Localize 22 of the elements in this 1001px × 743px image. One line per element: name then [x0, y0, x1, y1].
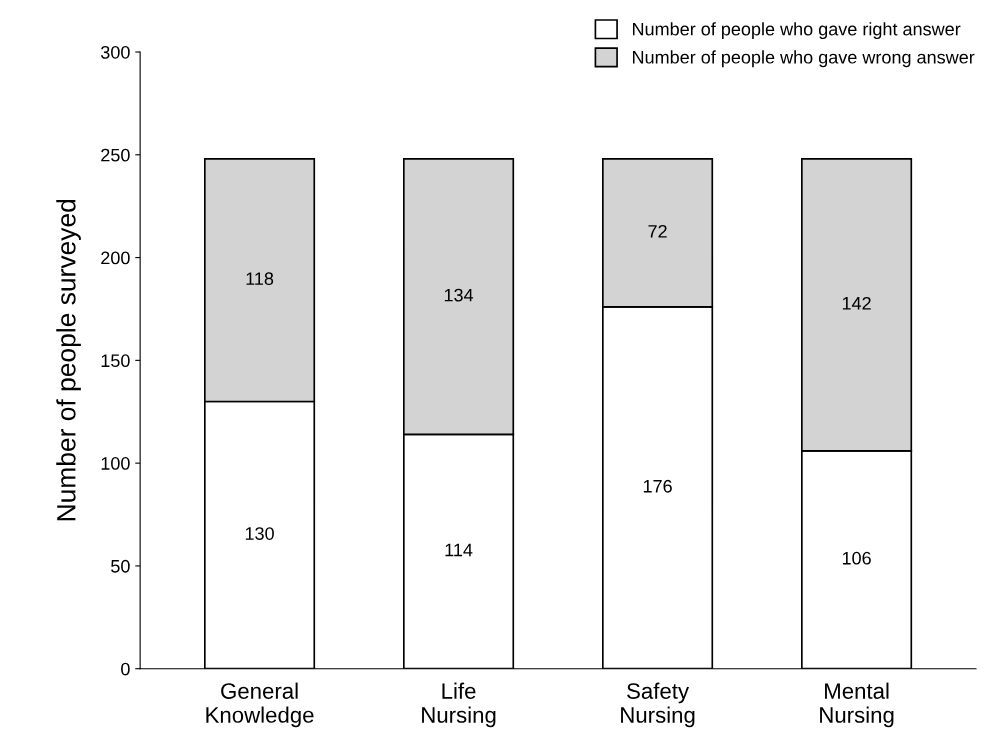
legend-label: Number of people who gave wrong answer	[633, 50, 975, 68]
data-label: 106	[842, 551, 871, 565]
data-label: 142	[842, 296, 871, 310]
data-label: 176	[643, 479, 672, 493]
legend-label: Number of people who gave right answer	[633, 22, 961, 40]
data-label: 118	[246, 272, 274, 286]
y-tick-label: 150	[101, 354, 130, 368]
data-label: 134	[444, 288, 474, 302]
y-tick-label: 0	[121, 662, 130, 676]
y-tick-label: 300	[100, 45, 130, 59]
y-tick-label: 50	[111, 559, 130, 573]
y-tick-label: 100	[101, 457, 130, 470]
data-label: 114	[445, 543, 473, 557]
data-label: 130	[245, 527, 274, 540]
data-label: 72	[648, 224, 667, 238]
x-tick-label: Safety Nursing	[621, 682, 695, 728]
x-tick-label: General Knowledge	[206, 682, 314, 728]
y-tick-label: 200	[101, 251, 130, 265]
y-tick-label: 250	[101, 148, 130, 162]
x-tick-label: Life Nursing	[422, 682, 496, 728]
x-tick-label: Mental Nursing	[820, 682, 894, 728]
y-axis-title: Number of people surveyed	[56, 199, 81, 521]
